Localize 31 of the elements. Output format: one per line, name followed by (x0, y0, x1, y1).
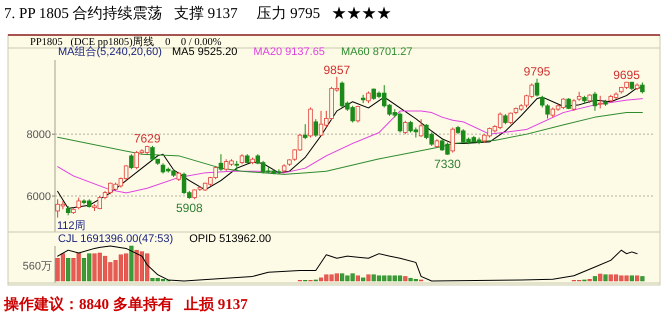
bar (603, 274, 608, 282)
chart-subtitle: PP1805 (DCE pp1805)周线 0 0 / 0.00% (30, 35, 222, 48)
text: OPID 513962.00 (189, 233, 272, 245)
series-label: CJL 1691396.00(47:53) (58, 233, 174, 245)
annotation: 9857 (323, 62, 350, 77)
text: MA60 8701.27 (340, 46, 412, 58)
y-tick-label: 8000 (26, 129, 51, 142)
annotation: 112周 (57, 220, 86, 232)
bar (640, 276, 644, 282)
bar (356, 276, 360, 282)
bar (598, 274, 602, 282)
bar (366, 274, 371, 282)
annotation: 9795 (524, 64, 551, 79)
y-tick-label: 6000 (26, 191, 51, 203)
bar (403, 276, 408, 282)
text: 560万 (22, 260, 52, 272)
bar (361, 278, 366, 282)
chart-title: 7. PP 1805 合约持续震荡 支撑 9137 压力 9795 ★★★★ (4, 5, 392, 22)
text: 操作建议：8840 多单持有 止损 9137 (3, 295, 248, 313)
bar (635, 276, 640, 282)
bar (66, 258, 70, 282)
annotation: 9695 (613, 68, 640, 82)
text: MA5 9525.20 (172, 46, 238, 58)
bar (630, 276, 634, 282)
bar (592, 276, 598, 282)
text: MA20 9137.65 (253, 46, 325, 58)
annotation: 7629 (134, 132, 161, 146)
annotation: 7330 (434, 156, 462, 171)
bar (129, 246, 134, 282)
line-series (57, 112, 643, 175)
annotation: 5908 (176, 200, 203, 215)
